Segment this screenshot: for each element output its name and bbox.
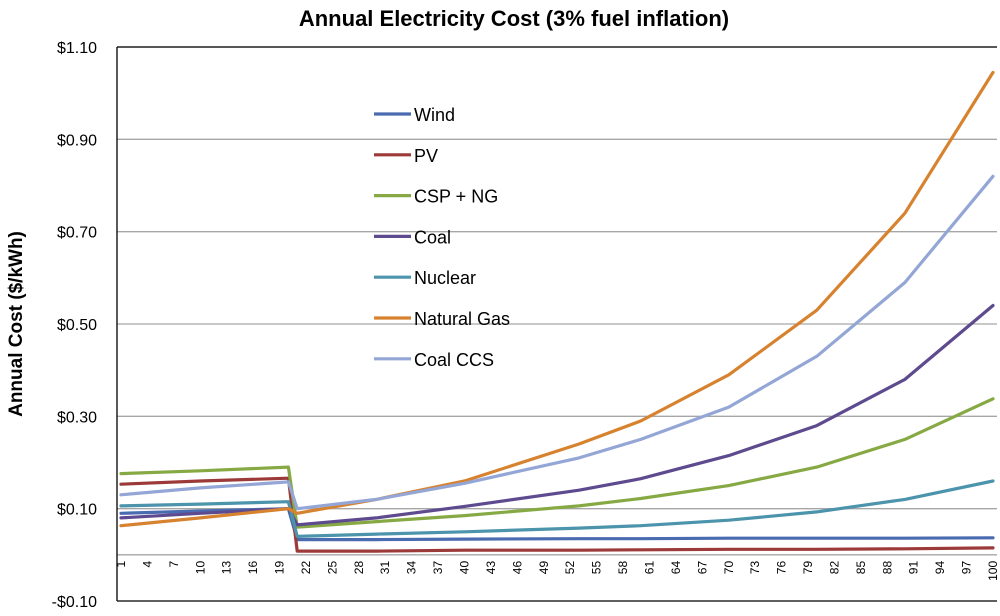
x-tick-label: 40: [458, 561, 472, 575]
legend-item: Coal CCS: [374, 350, 494, 370]
series-line-natural-gas: [119, 70, 995, 528]
legend: Wind PV CSP + NG Coal Nuclear Natural Gas Coal…: [374, 105, 510, 370]
x-tick-label: 43: [484, 561, 498, 575]
series-line-pv: [119, 476, 995, 553]
x-tick-label: 100: [986, 561, 1000, 581]
x-tick-label: 82: [827, 561, 841, 575]
legend-item: CSP + NG: [374, 187, 498, 207]
axes: [116, 46, 997, 602]
x-tick-label: 85: [854, 561, 868, 575]
x-tick-label: 52: [563, 561, 577, 575]
x-tick-label: 28: [352, 561, 366, 575]
x-tick-label: 79: [801, 561, 815, 575]
x-tick-label: 37: [431, 561, 445, 575]
chart-title: Annual Electricity Cost (3% fuel inflati…: [299, 6, 729, 31]
series-lines: [119, 70, 995, 553]
legend-label: Nuclear: [414, 268, 476, 288]
x-tick-label: 34: [405, 561, 419, 575]
y-tick-label: $0.50: [57, 317, 97, 334]
x-tick-label: 10: [193, 561, 207, 575]
legend-label: Natural Gas: [414, 309, 510, 329]
legend-label: Wind: [414, 105, 455, 125]
legend-item: Coal: [374, 227, 451, 247]
x-tick-label: 19: [273, 561, 287, 575]
x-tick-label: 64: [669, 561, 683, 575]
x-tick-label: 22: [299, 561, 313, 575]
x-tick-label: 88: [880, 561, 894, 575]
y-axis-label: Annual Cost ($/kWh): [6, 231, 27, 417]
y-tick-label: $0.90: [57, 132, 97, 149]
x-tick-label: 25: [325, 561, 339, 575]
x-tick-label: 13: [220, 561, 234, 575]
series-line-coal: [119, 303, 995, 527]
y-tick-label: $0.30: [57, 409, 97, 426]
series-line-csp-ng: [119, 397, 995, 529]
y-tick-labels: -$0.10 $0.10 $0.30 $0.50 $0.70 $0.90 $1.10: [52, 40, 97, 611]
x-tick-labels: 1 4 7 10 13 16 19 22 25 28 31 34 37 40 43 46 49 52 55 58 61 6…: [114, 561, 1000, 581]
series-line-nuclear: [119, 479, 995, 539]
legend-item: Wind: [374, 105, 455, 125]
x-tick-label: 76: [775, 561, 789, 575]
x-tick-label: 55: [590, 561, 604, 575]
y-tick-label: $0.70: [57, 225, 97, 242]
x-tick-label: 1: [114, 561, 128, 568]
legend-label: CSP + NG: [414, 187, 498, 207]
x-tick-label: 31: [378, 561, 392, 575]
x-tick-label: 16: [246, 561, 260, 575]
y-tick-label: -$0.10: [52, 594, 97, 611]
series-line-coal-ccs: [119, 174, 995, 511]
y-tick-label: $0.10: [57, 502, 97, 519]
x-tick-label: 4: [140, 561, 154, 568]
x-tick-label: 7: [167, 561, 181, 568]
x-tick-label: 91: [907, 561, 921, 575]
legend-item: Nuclear: [374, 268, 476, 288]
legend-label: Coal: [414, 227, 451, 247]
legend-label: Coal CCS: [414, 350, 494, 370]
x-tick-label: 70: [722, 561, 736, 575]
x-tick-label: 58: [616, 561, 630, 575]
x-tick-label: 67: [695, 561, 709, 575]
legend-label: PV: [414, 146, 438, 166]
x-tick-label: 46: [510, 561, 524, 575]
legend-item: Natural Gas: [374, 309, 510, 329]
x-tick-label: 49: [537, 561, 551, 575]
x-tick-label: 61: [642, 561, 656, 575]
legend-item: PV: [374, 146, 438, 166]
x-tick-label: 94: [933, 561, 947, 575]
x-tick-label: 73: [748, 561, 762, 575]
x-tick-label: 97: [960, 561, 974, 575]
y-tick-label: $1.10: [57, 40, 97, 57]
